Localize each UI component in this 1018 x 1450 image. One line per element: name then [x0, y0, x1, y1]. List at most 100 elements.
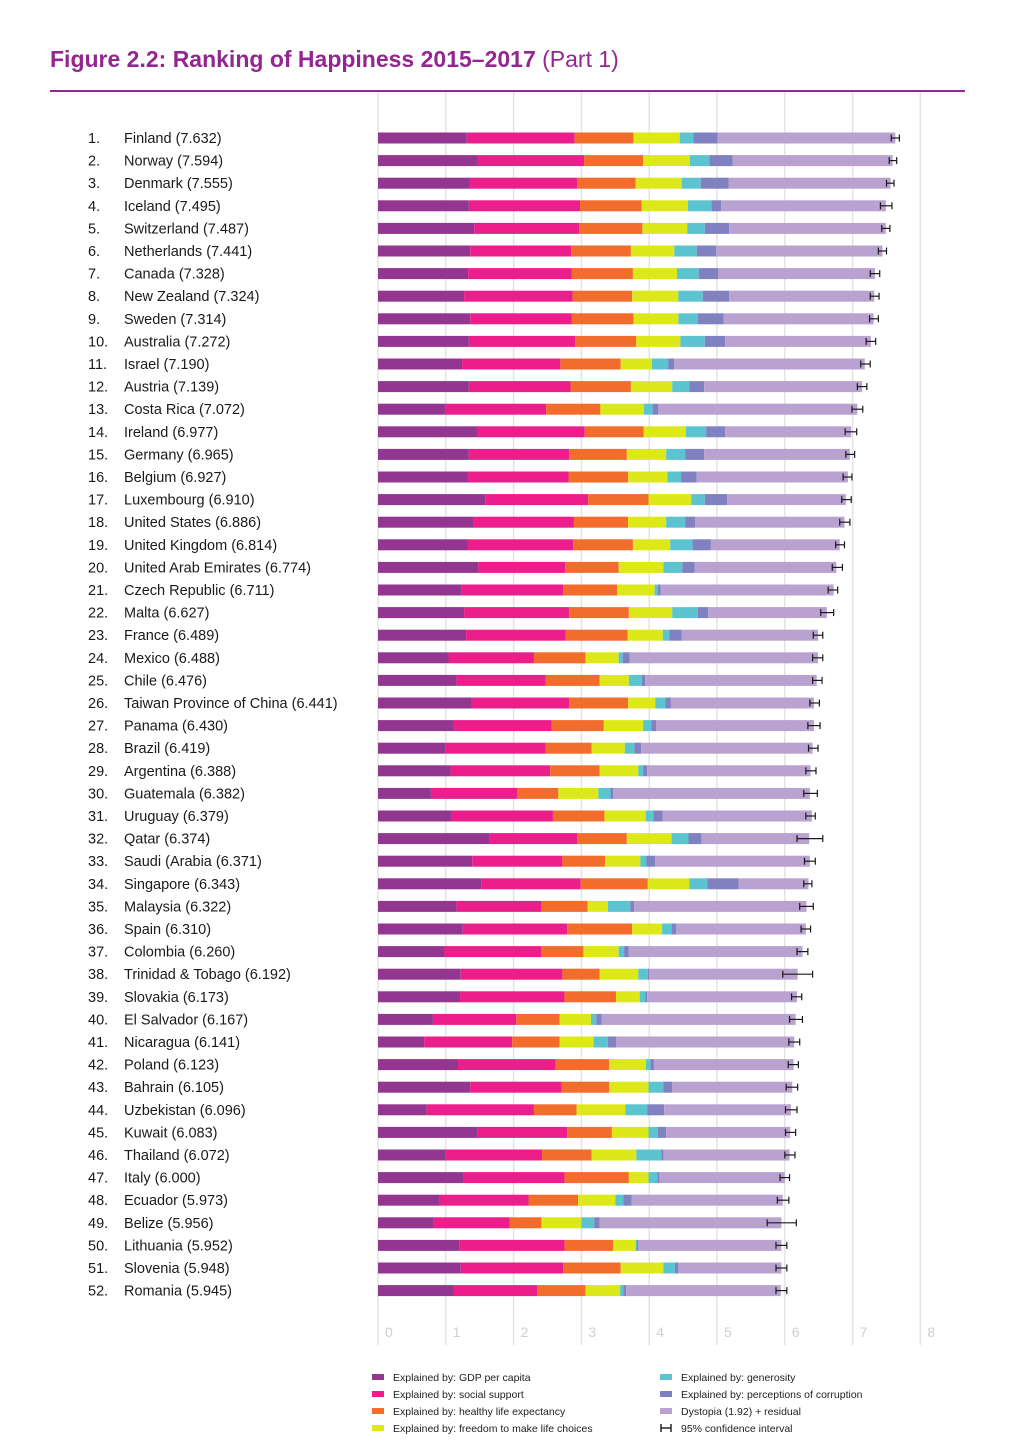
- rank-label: 24.: [88, 651, 108, 667]
- bar-segment-health: [571, 268, 633, 280]
- bar-segment-corruption: [657, 1172, 660, 1184]
- country-label: Belgium (6.927): [124, 470, 226, 486]
- bar-segment-health: [546, 403, 601, 415]
- bar-segment-gdp: [378, 833, 490, 845]
- bar-segment-social: [468, 200, 581, 212]
- legend-label: 95% confidence interval: [681, 1423, 793, 1435]
- rank-label: 32.: [88, 832, 108, 848]
- bar-segment-dystopia: [701, 833, 810, 845]
- rank-label: 30.: [88, 786, 108, 802]
- bar-segment-gdp: [378, 426, 477, 438]
- bar-segment-corruption: [698, 607, 709, 619]
- legend-item-ci: 95% confidence interval: [660, 1423, 793, 1436]
- bar-segment-generosity: [691, 494, 705, 506]
- rank-label: 10.: [88, 334, 108, 350]
- bar-segment-corruption: [671, 923, 677, 935]
- country-label: Finland (7.632): [124, 131, 222, 147]
- ci-whisker: [890, 134, 900, 142]
- bar-segment-gdp: [378, 1126, 478, 1138]
- legend-label: Explained by: freedom to make life choic…: [393, 1423, 593, 1435]
- bar-segment-social: [464, 607, 570, 619]
- bar-segment-gdp: [378, 674, 457, 686]
- country-label: Luxembourg (6.910): [124, 493, 255, 509]
- country-label: Slovakia (6.173): [124, 990, 229, 1006]
- country-label: Denmark (7.555): [124, 176, 233, 192]
- x-tick-label: 2: [521, 1324, 529, 1340]
- bar-segment-corruption: [634, 742, 642, 754]
- country-label: Panama (6.430): [124, 719, 228, 735]
- country-label: Brazil (6.419): [124, 741, 210, 757]
- bar-segment-corruption: [685, 516, 696, 528]
- bar-segment-freedom: [609, 1059, 646, 1071]
- bar-segment-health: [552, 810, 605, 822]
- bar-segment-corruption: [702, 290, 730, 302]
- bar-segment-gdp: [378, 968, 461, 980]
- bar-segment-health: [537, 1285, 586, 1297]
- bar-segment-gdp: [378, 1149, 446, 1161]
- bar-segment-generosity: [590, 1013, 597, 1025]
- rank-label: 48.: [88, 1193, 108, 1209]
- bar-segment-gdp: [378, 765, 451, 777]
- bar-segment-freedom: [626, 448, 667, 460]
- bar-segment-gdp: [378, 539, 468, 551]
- bar-segment-generosity: [666, 448, 686, 460]
- legend-label: Explained by: perceptions of corruption: [681, 1389, 863, 1401]
- ci-whisker: [885, 179, 895, 187]
- rank-label: 12.: [88, 380, 108, 396]
- bar-segment-gdp: [378, 607, 465, 619]
- bar-segment-dystopia: [694, 561, 837, 573]
- bar-segment-health: [584, 426, 644, 438]
- bar-segment-generosity: [689, 878, 708, 890]
- bar-segment-corruption: [698, 268, 719, 280]
- bar-segment-dystopia: [634, 900, 807, 912]
- ci-whisker: [807, 722, 821, 730]
- ci-whisker: [839, 518, 851, 526]
- bar-segment-health: [533, 1104, 577, 1116]
- bar-segment-gdp: [378, 155, 477, 167]
- country-label: Kuwait (6.083): [124, 1125, 218, 1141]
- bar-segment-corruption: [607, 1036, 616, 1048]
- rank-label: 5.: [88, 221, 100, 237]
- bar-segment-generosity: [678, 313, 699, 325]
- rank-label: 15.: [88, 447, 108, 463]
- bar-segment-social: [485, 494, 589, 506]
- bar-segment-gdp: [378, 652, 449, 664]
- bar-segment-freedom: [643, 426, 686, 438]
- ci-whisker: [881, 224, 891, 232]
- bar-segment-health: [580, 200, 642, 212]
- ci-whisker: [766, 1219, 797, 1227]
- country-label: Guatemala (6.382): [124, 786, 245, 802]
- bar-segment-dystopia: [672, 1081, 793, 1093]
- bar-segment-social: [466, 629, 566, 641]
- ci-whisker: [888, 157, 898, 165]
- bar-segment-health: [568, 471, 629, 483]
- bar-segment-freedom: [613, 1239, 636, 1251]
- bar-segment-corruption: [704, 222, 730, 234]
- rank-label: 51.: [88, 1261, 108, 1277]
- ci-whisker: [812, 631, 824, 639]
- country-label: Sweden (7.314): [124, 312, 226, 328]
- bar-segment-gdp: [378, 222, 475, 234]
- bar-segment-dystopia: [658, 403, 858, 415]
- bar-segment-health: [516, 787, 559, 799]
- bar-segment-corruption: [700, 177, 729, 189]
- ci-whisker: [820, 609, 835, 617]
- bar-segment-dystopia: [729, 290, 875, 302]
- country-label: United Kingdom (6.814): [124, 538, 277, 554]
- bar-segment-freedom: [558, 787, 599, 799]
- ci-whisker: [835, 541, 846, 549]
- bar-segment-social: [481, 878, 581, 890]
- bar-segment-health: [545, 674, 600, 686]
- ci-whisker: [803, 880, 813, 888]
- bar-segment-corruption: [653, 810, 663, 822]
- rank-label: 28.: [88, 741, 108, 757]
- bar-segment-freedom: [620, 1262, 664, 1274]
- country-label: Switzerland (7.487): [124, 221, 249, 237]
- bar-segment-social: [476, 426, 585, 438]
- rank-label: 7.: [88, 267, 100, 283]
- bar-segment-corruption: [641, 674, 646, 686]
- rank-label: 23.: [88, 628, 108, 644]
- bar-segment-dystopia: [729, 222, 886, 234]
- bar-segment-gdp: [378, 720, 454, 732]
- bar-segment-social: [467, 539, 574, 551]
